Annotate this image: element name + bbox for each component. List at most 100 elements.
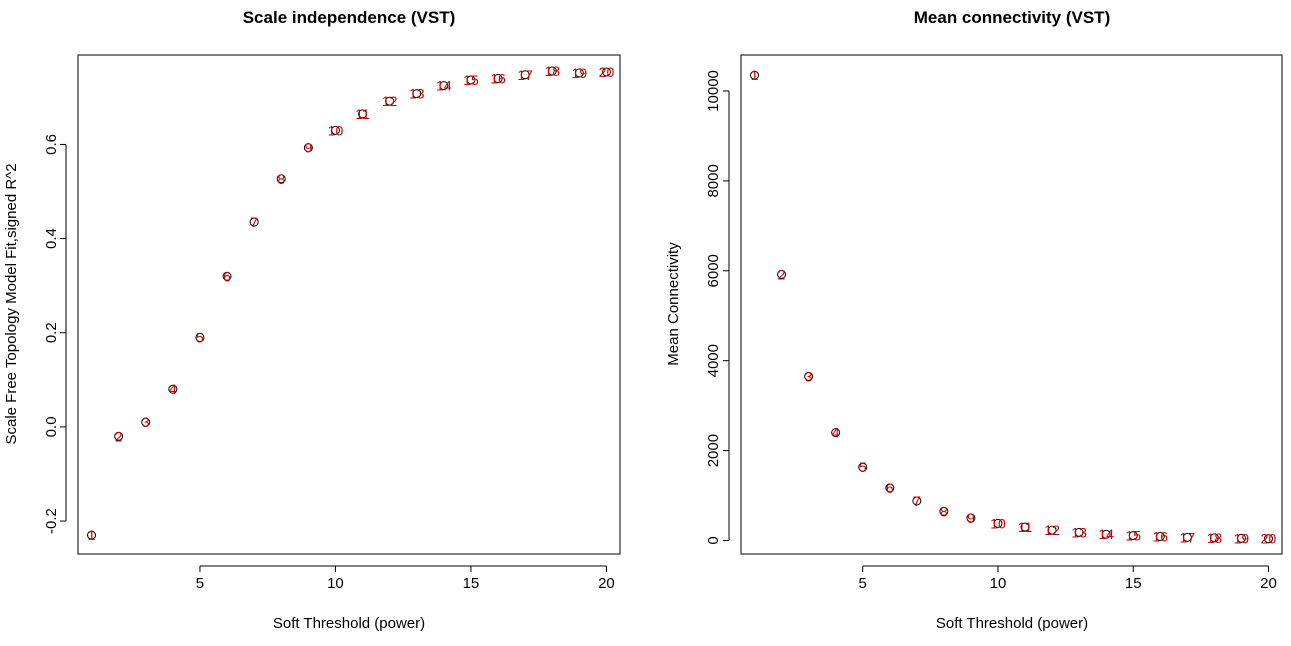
data-point — [601, 67, 611, 77]
data-point — [966, 513, 976, 523]
point-label: 8 — [940, 503, 948, 519]
point-label: 2 — [115, 428, 123, 444]
point-label: 20 — [599, 64, 615, 80]
y-tick-label: 0.0 — [43, 416, 60, 437]
data-point — [222, 271, 232, 281]
x-tick-label: 10 — [990, 575, 1007, 592]
point-label: 5 — [859, 459, 867, 475]
point-label: 7 — [250, 214, 258, 230]
data-point — [168, 384, 178, 394]
point-label: 18 — [544, 63, 560, 79]
x-tick-label: 15 — [1125, 575, 1142, 592]
data-point — [358, 109, 368, 119]
y-tick-label: 4000 — [705, 344, 722, 377]
y-tick-label: 2000 — [705, 434, 722, 467]
data-point — [1020, 522, 1030, 532]
data-point — [249, 217, 259, 227]
data-point — [831, 428, 841, 438]
y-tick-label: 10000 — [705, 70, 722, 112]
point-label: 19 — [1234, 530, 1250, 546]
point-label: 12 — [382, 93, 398, 109]
point-label: 13 — [1071, 524, 1087, 540]
point-label: 10 — [990, 515, 1006, 531]
x-tick-label: 5 — [196, 575, 204, 592]
x-tick-label: 20 — [1260, 575, 1277, 592]
point-label: 11 — [355, 106, 370, 122]
point-label: 5 — [196, 329, 204, 345]
y-tick-label: 0 — [705, 536, 722, 544]
data-point — [912, 496, 922, 506]
data-point — [195, 332, 205, 342]
data-point — [466, 75, 476, 85]
data-point — [330, 125, 340, 135]
point-label: 6 — [886, 480, 894, 496]
data-point — [412, 89, 422, 99]
point-label: 16 — [490, 71, 506, 87]
data-point — [276, 174, 286, 184]
point-label: 17 — [517, 67, 533, 83]
data-point — [1182, 532, 1192, 542]
y-tick-label: 0.6 — [43, 134, 60, 155]
x-axis-label: Soft Threshold (power) — [273, 615, 425, 632]
x-axis-label: Soft Threshold (power) — [936, 615, 1088, 632]
point-label: 9 — [967, 510, 975, 526]
data-point — [385, 96, 395, 106]
y-axis-ticks: 0 2000 4000 6000 8000 10000 — [705, 70, 730, 545]
point-label: 20 — [1261, 531, 1277, 547]
point-label: 18 — [1207, 530, 1223, 546]
y-tick-label: 0.4 — [43, 228, 60, 249]
data-point — [939, 506, 949, 516]
data-point — [574, 68, 584, 78]
data-point — [885, 483, 895, 493]
x-axis-ticks: 5 10 15 20 — [859, 565, 1277, 592]
chart-title: Mean connectivity (VST) — [914, 8, 1110, 27]
point-label: 4 — [169, 381, 177, 397]
x-tick-label: 5 — [859, 575, 867, 592]
y-axis-label: Mean Connectivity — [665, 242, 682, 366]
data-point — [303, 143, 313, 153]
point-label: 3 — [142, 414, 150, 430]
x-tick-label: 10 — [327, 575, 344, 592]
x-axis-ticks: 5 10 15 20 — [196, 565, 615, 592]
data-point — [87, 530, 97, 540]
y-axis-label: Scale Free Topology Model Fit,signed R^2 — [3, 163, 20, 444]
point-label: 1 — [88, 527, 96, 543]
point-label: 15 — [1125, 528, 1141, 544]
point-label: 11 — [1018, 519, 1033, 535]
point-label: 1 — [751, 67, 759, 83]
data-point — [141, 417, 151, 427]
point-label: 14 — [1098, 526, 1114, 542]
x-tick-label: 20 — [598, 575, 615, 592]
point-label: 4 — [832, 425, 840, 441]
x-tick-label: 15 — [463, 575, 480, 592]
point-label: 8 — [277, 171, 285, 187]
data-point — [1047, 525, 1057, 535]
y-tick-label: 0.2 — [43, 322, 60, 343]
point-label: 16 — [1152, 528, 1168, 544]
data-point — [439, 81, 449, 91]
point-label: 15 — [463, 72, 479, 88]
y-tick-label: -0.2 — [43, 508, 60, 534]
data-point — [777, 269, 787, 279]
plot-frame — [77, 54, 621, 555]
data-point — [804, 371, 814, 381]
plot-frame — [740, 54, 1283, 555]
data-point — [1236, 533, 1246, 543]
chart-title: Scale independence (VST) — [243, 8, 456, 27]
y-tick-label: 6000 — [705, 254, 722, 287]
point-label: 9 — [304, 140, 312, 156]
point-label: 3 — [805, 368, 813, 384]
panel-scale-independence: Scale independence (VST) Soft Threshold … — [3, 8, 621, 632]
data-point — [1101, 529, 1111, 539]
data-point — [114, 431, 124, 441]
data-point — [750, 70, 760, 80]
point-label: 12 — [1044, 522, 1060, 538]
data-point — [1128, 531, 1138, 541]
point-label: 2 — [778, 266, 786, 282]
data-point — [547, 66, 557, 76]
point-label: 17 — [1180, 529, 1196, 545]
data-point — [1155, 531, 1165, 541]
